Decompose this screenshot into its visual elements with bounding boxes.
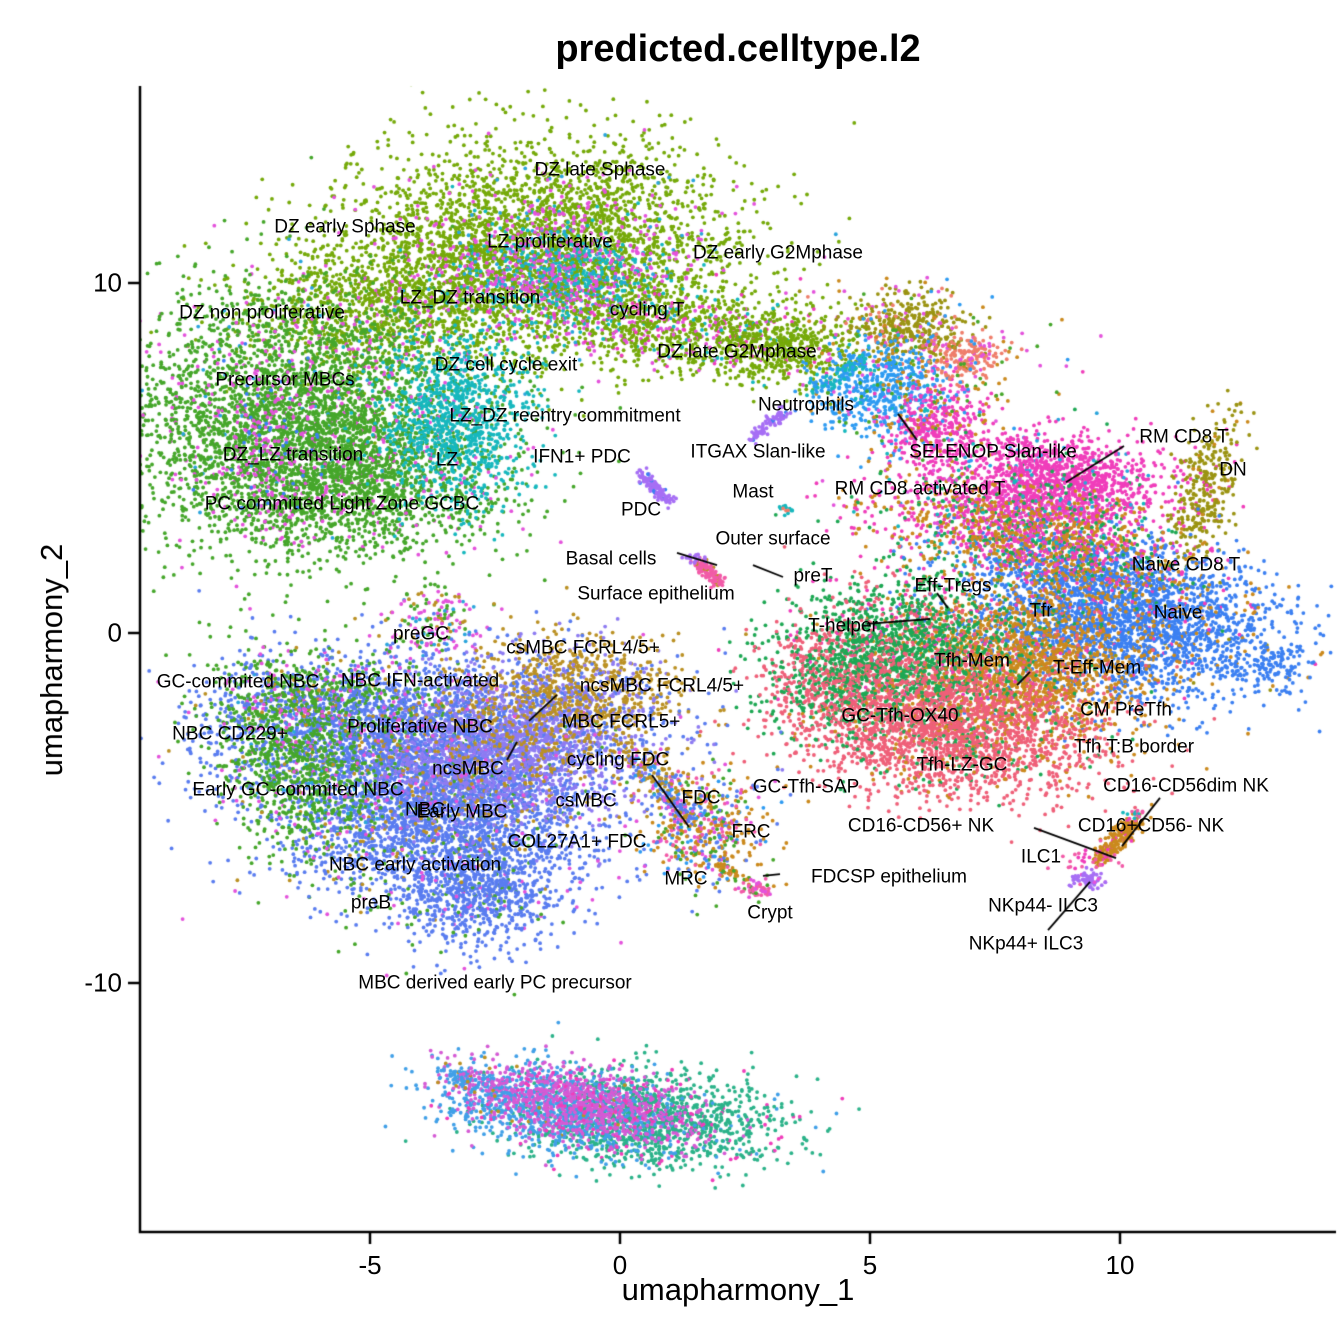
cluster-label: MBC FCRL5+ (561, 711, 681, 733)
cluster-label: GC-Tfh-SAP (752, 776, 860, 798)
cluster-label: SELENOP Slan-like (909, 441, 1077, 463)
cluster-label: ILC1 (1020, 846, 1062, 868)
y-tick-label: 10 (93, 267, 122, 298)
cluster-label: Naive CD8 T (1131, 554, 1241, 576)
cluster-label: DZ late G2Mphase (657, 341, 817, 363)
cluster-label: RM CD8 T (1139, 426, 1229, 448)
cluster-label: GC-Tfh-OX40 (841, 705, 959, 727)
cluster-label: PDC (620, 499, 662, 521)
cluster-label: FDCSP epithelium (811, 866, 967, 888)
cluster-label: GC-commited NBC (156, 671, 320, 693)
cluster-label: Tfh-LZ-GC (916, 754, 1008, 776)
cluster-label: Tfh T:B border (1073, 736, 1195, 758)
cluster-label: DZ non proliferative (179, 302, 345, 324)
cluster-label: DZ_LZ transition (222, 444, 364, 466)
x-tick-label: 5 (862, 1250, 878, 1280)
cluster-label: Eff-Tregs (914, 575, 992, 597)
cluster-label: NBC IFN-activated (340, 670, 500, 692)
cluster-label: Crypt (747, 902, 793, 924)
cluster-label: T-Eff-Mem (1052, 657, 1142, 679)
cluster-label: ITGAX Slan-like (690, 441, 826, 463)
cluster-label: CD16-CD56+ NK (847, 815, 995, 837)
cluster-label: NBC CD229+ (172, 723, 288, 745)
cluster-label: LZ proliferative (487, 231, 613, 253)
cluster-label: preB (350, 892, 392, 914)
cluster-label: Naive (1153, 602, 1203, 624)
cluster-label: csMBC (555, 790, 617, 812)
cluster-label: Proliferative NBC (347, 716, 493, 738)
y-tick-label: 0 (107, 617, 122, 648)
cluster-label: Basal cells (565, 548, 657, 570)
cluster-label: csMBC FCRL4/5+ (506, 637, 660, 659)
cluster-label: DZ cell cycle exit (434, 354, 578, 376)
cluster-label: Neutrophils (757, 394, 855, 416)
cluster-label: NKp44- ILC3 (988, 895, 1098, 917)
cluster-label: CD16-CD56dim NK (1103, 775, 1269, 797)
cluster-label: NBC (404, 799, 446, 821)
cluster-label: LZ_DZ reentry commitment (449, 405, 681, 427)
cluster-label: NKp44+ ILC3 (968, 933, 1084, 955)
cluster-label: Outer surface (715, 528, 831, 550)
cluster-label: PC committed Light Zone GCBC (204, 493, 480, 515)
cluster-label: preT (793, 565, 833, 587)
cluster-label: Tfr (1029, 600, 1053, 622)
cluster-label: MRC (664, 868, 708, 890)
x-tick-label: 0 (612, 1250, 628, 1280)
cluster-label: DZ early G2Mphase (692, 242, 864, 264)
cluster-label: preGC (393, 623, 449, 645)
cluster-label: LZ_DZ transition (399, 287, 541, 309)
x-tick-label: 10 (1105, 1250, 1135, 1280)
cluster-label: cycling FDC (566, 749, 670, 771)
cluster-label: COL27A1+ FDC (507, 831, 647, 853)
cluster-label: DN (1219, 459, 1247, 481)
cluster-label: DZ late Sphase (534, 159, 666, 181)
cluster-label: FRC (731, 821, 771, 843)
cluster-label: CD16+CD56- NK (1077, 815, 1225, 837)
cluster-label: RM CD8 activated T (834, 478, 1006, 500)
cluster-label: ncsMBC (432, 758, 504, 780)
chart-title: predicted.celltype.l2 (555, 28, 921, 70)
cluster-label: Early GC-commited NBC (192, 779, 404, 801)
cluster-label: Precursor MBCs (215, 369, 355, 391)
cluster-label: CM PreTfh (1080, 699, 1172, 721)
cluster-label: NBC early activation (328, 854, 502, 876)
cluster-label: ncsMBC FCRL4/5+ (579, 675, 745, 697)
cluster-label: Early MBC (416, 801, 508, 823)
y-axis-label: umapharmony_2 (34, 543, 69, 777)
cluster-label: Tfh-Mem (934, 650, 1010, 672)
cluster-label: FDC (681, 787, 721, 809)
cluster-label: Surface epithelium (577, 583, 735, 605)
cluster-label: DZ early Sphase (274, 216, 416, 238)
cluster-label: MBC derived early PC precursor (358, 972, 632, 994)
cluster-label: Mast (732, 481, 774, 503)
cluster-label: cycling T (609, 299, 685, 321)
y-tick-label: -10 (84, 967, 122, 998)
cluster-label: T-helper (808, 615, 878, 637)
x-tick-label: -5 (358, 1250, 382, 1280)
cluster-label: IFN1+ PDC (533, 446, 631, 468)
x-axis-label: umapharmony_1 (621, 1272, 855, 1307)
cluster-label: LZ (435, 449, 459, 471)
